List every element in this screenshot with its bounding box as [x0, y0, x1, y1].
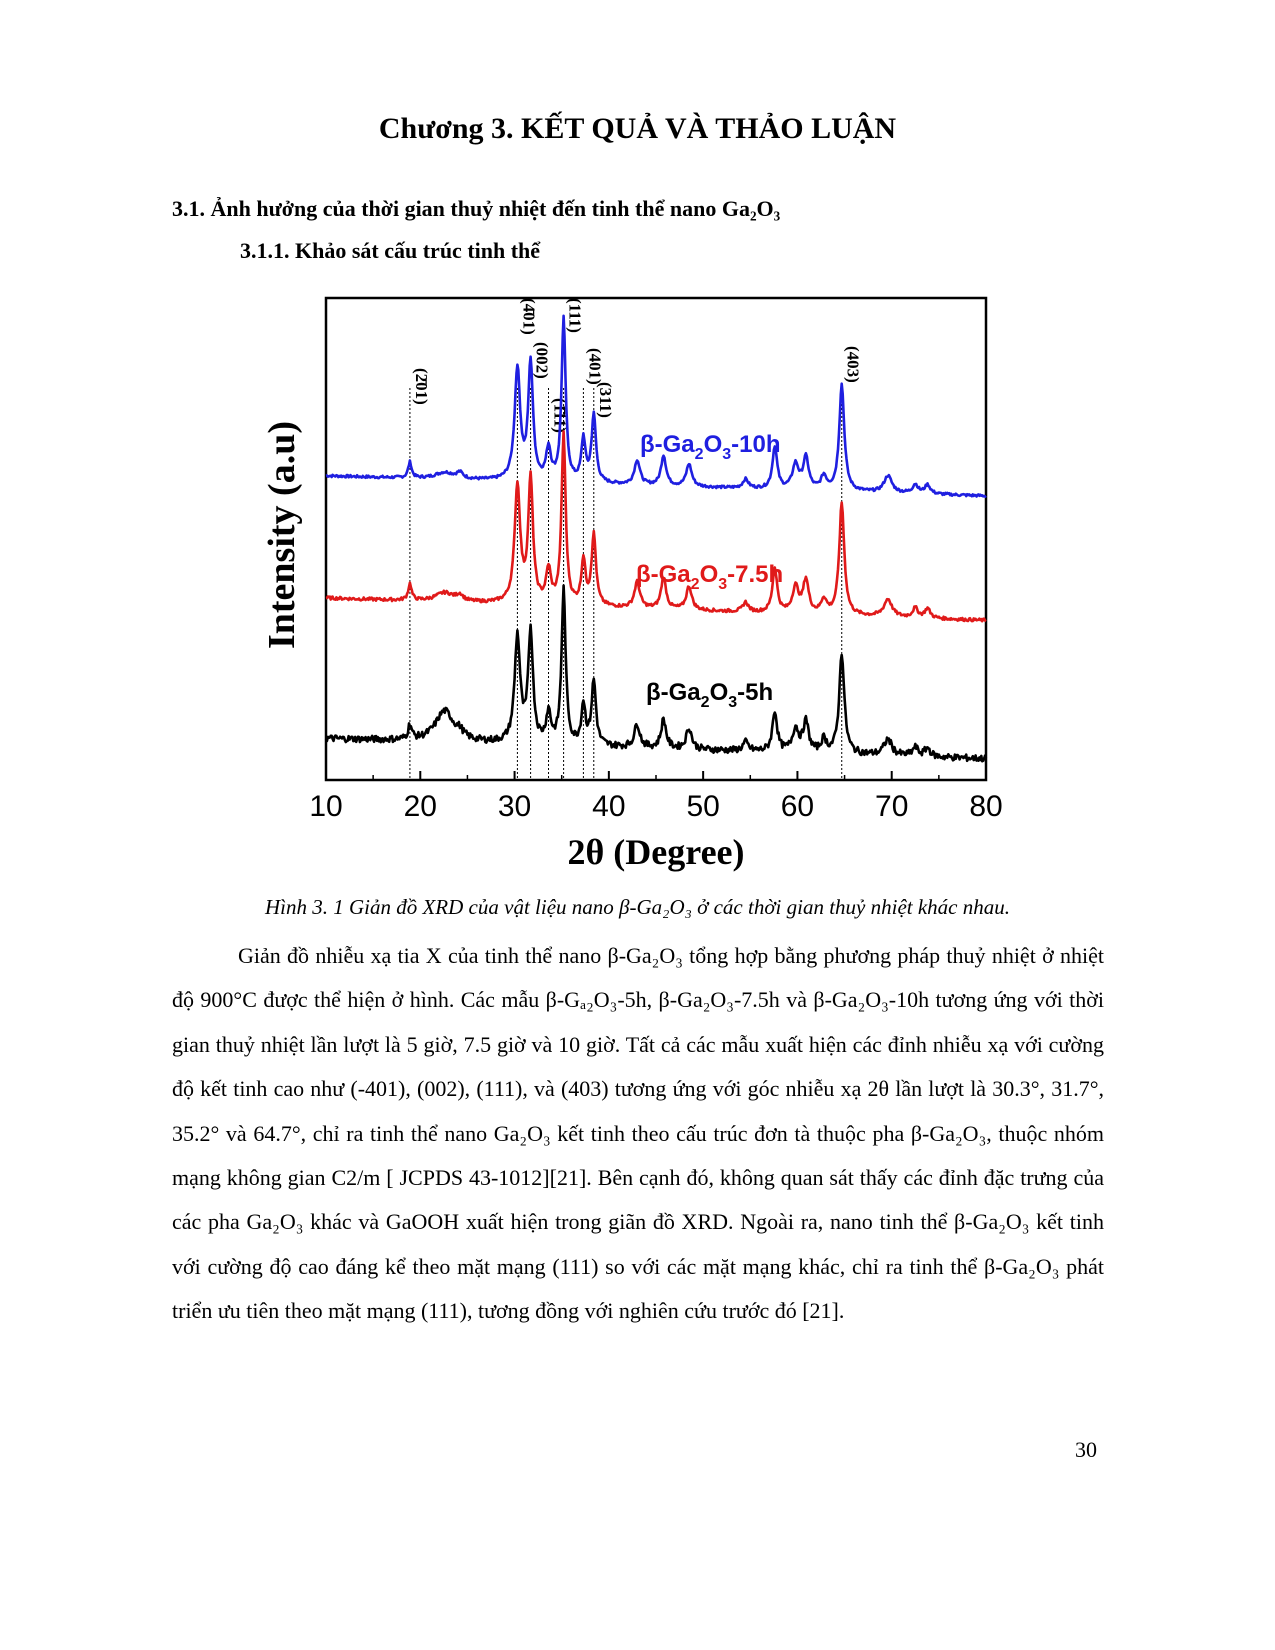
miller-index-label: (311) — [596, 382, 615, 418]
miller-index-label: (111) — [566, 298, 585, 333]
series-label-part: β-Ga — [636, 561, 691, 588]
series-label: β-Ga2O3-7.5h — [636, 561, 783, 593]
x-tick-label: 40 — [592, 790, 625, 823]
x-tick-label: 50 — [686, 790, 719, 823]
series-label-part: 2 — [695, 446, 704, 463]
chapter-title: Chương 3. KẾT QUẢ VÀ THẢO LUẬN — [378, 112, 897, 145]
series-label-part: O — [700, 561, 719, 588]
series-label-part: O — [710, 679, 729, 706]
xrd-series-line — [325, 430, 987, 623]
body-paragraph: Giản đồ nhiễu xạ tia X của tinh thể nano… — [172, 934, 1104, 1334]
series-label: β-Ga2O3-5h — [646, 679, 773, 711]
y-axis-title: Intensity (a.u) — [261, 421, 303, 649]
x-tick-label: 80 — [969, 790, 1002, 823]
x-tick-label: 20 — [404, 790, 437, 823]
series-label-part: O — [704, 431, 723, 458]
page-number: 30 — [1075, 1437, 1097, 1462]
series-label-part: -7.5h — [727, 561, 783, 588]
xrd-series-line — [325, 314, 987, 498]
xrd-chart: (2̄01)(4̄01)(002)(1̄11)(111)(401)(311)(4… — [261, 296, 1003, 872]
xrd-figure: (2̄01) (4̄01) (002) (1̄11) (111) (401) (311) (4… — [250, 290, 1030, 890]
x-axis-title: 2θ (Degree) — [567, 832, 744, 872]
series-label-part: -5h — [737, 679, 773, 706]
miller-index-label: (002) — [533, 342, 552, 379]
figure-caption: Hình 3. 1 Giản đồ XRD của vật liệu nano … — [264, 895, 1011, 919]
series-label-part: -10h — [731, 431, 780, 458]
series-label: β-Ga2O3-10h — [640, 431, 781, 463]
xrd-series-line — [324, 584, 988, 763]
series-label-part: β-Ga — [646, 679, 701, 706]
subsection-heading: 3.1.1. Khảo sát cấu trúc tinh thể — [240, 238, 541, 263]
x-tick-label: 70 — [875, 790, 908, 823]
miller-index-label: (401) — [585, 348, 604, 385]
series-label-part: 2 — [691, 576, 700, 593]
paragraph-text: Giản đồ nhiễu xạ tia X của tinh thể nano… — [172, 943, 1104, 1324]
miller-index-label: (2̄01) — [412, 368, 431, 405]
series-label-part: 3 — [718, 576, 727, 593]
x-tick-label: 60 — [781, 790, 814, 823]
x-tick-label: 10 — [309, 790, 342, 823]
series-label-part: 3 — [728, 694, 737, 711]
series-label-part: 3 — [722, 446, 731, 463]
miller-index-label: (403) — [844, 346, 863, 383]
series-label-part: β-Ga — [640, 431, 695, 458]
series-label-part: 2 — [701, 694, 710, 711]
section-heading: 3.1. Ảnh hưởng của thời gian thuỷ nhiệt … — [172, 196, 781, 221]
miller-index-label: (4̄01) — [519, 298, 538, 335]
x-tick-label: 30 — [498, 790, 531, 823]
